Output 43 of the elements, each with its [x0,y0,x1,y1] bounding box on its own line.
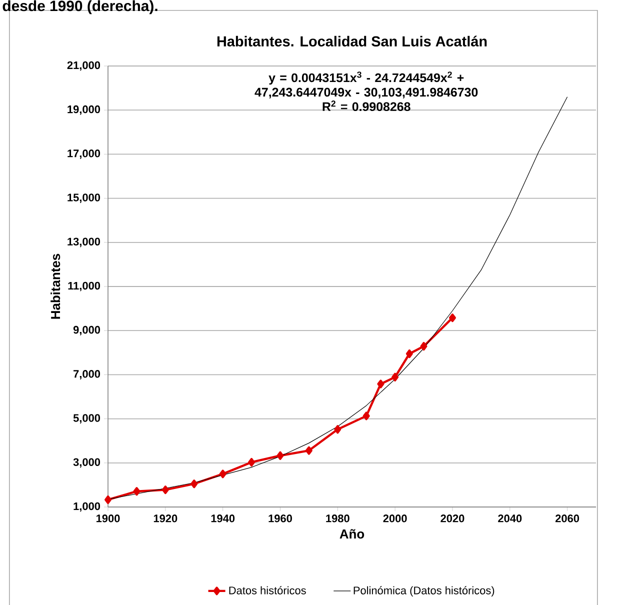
x-tick-label: 1920 [154,514,178,522]
point [448,314,456,322]
legend-label: Polinómica (Datos históricos) [354,586,494,596]
point [377,380,384,388]
point [305,446,312,455]
point [133,487,140,496]
y-tick-label: 7,000 [74,370,100,380]
point [362,412,370,420]
x-tick-label: 2000 [383,514,407,522]
y-tick-label: 21,000 [67,61,100,71]
x-tick-label: 1960 [268,514,292,522]
point [334,425,342,434]
legend-label: Datos históricos [229,586,306,594]
point [276,451,284,460]
annotation: R$^{2}$ = 0.9908268 [322,100,410,112]
y-tick-label: 3,000 [73,458,100,468]
x-axis-title: Año [340,529,364,539]
chart-title: Habitantes. Localidad San Luis Acatlán [217,36,487,46]
x-tick-label: 1980 [326,514,350,522]
y-tick-label: 13,000 [68,238,100,248]
point [190,480,198,488]
point [162,486,169,494]
text: desde 1990 (derecha). [2,0,158,14]
point [420,342,428,351]
x-tick-label: 2020 [440,514,464,522]
y-tick-label: 11,000 [68,282,100,292]
point [248,458,256,467]
annotation: y = 0.0043151x$^{3}$ - 24.7244549x$^{2}$ + 47,243.6447049x - 30,103,491.9846730 [254,72,478,98]
y-tick-label: 17,000 [68,150,100,159]
y-tick-label: 19,000 [68,105,100,115]
y-tick-label: 1,000 [74,502,100,512]
point [392,372,399,382]
y-tick-label: 9,000 [73,326,100,336]
x-tick-label: 1940 [211,514,235,522]
y-tick-label: 15,000 [68,194,100,203]
x-tick-label: 2060 [555,514,580,522]
point [219,470,226,478]
point [104,495,112,504]
x-tick-label: 1900 [96,514,120,522]
y-axis-title: Habitantes [50,254,60,319]
y-tick-label: 5,000 [73,414,100,424]
point [406,349,413,358]
x-tick-label: 2040 [498,514,522,522]
